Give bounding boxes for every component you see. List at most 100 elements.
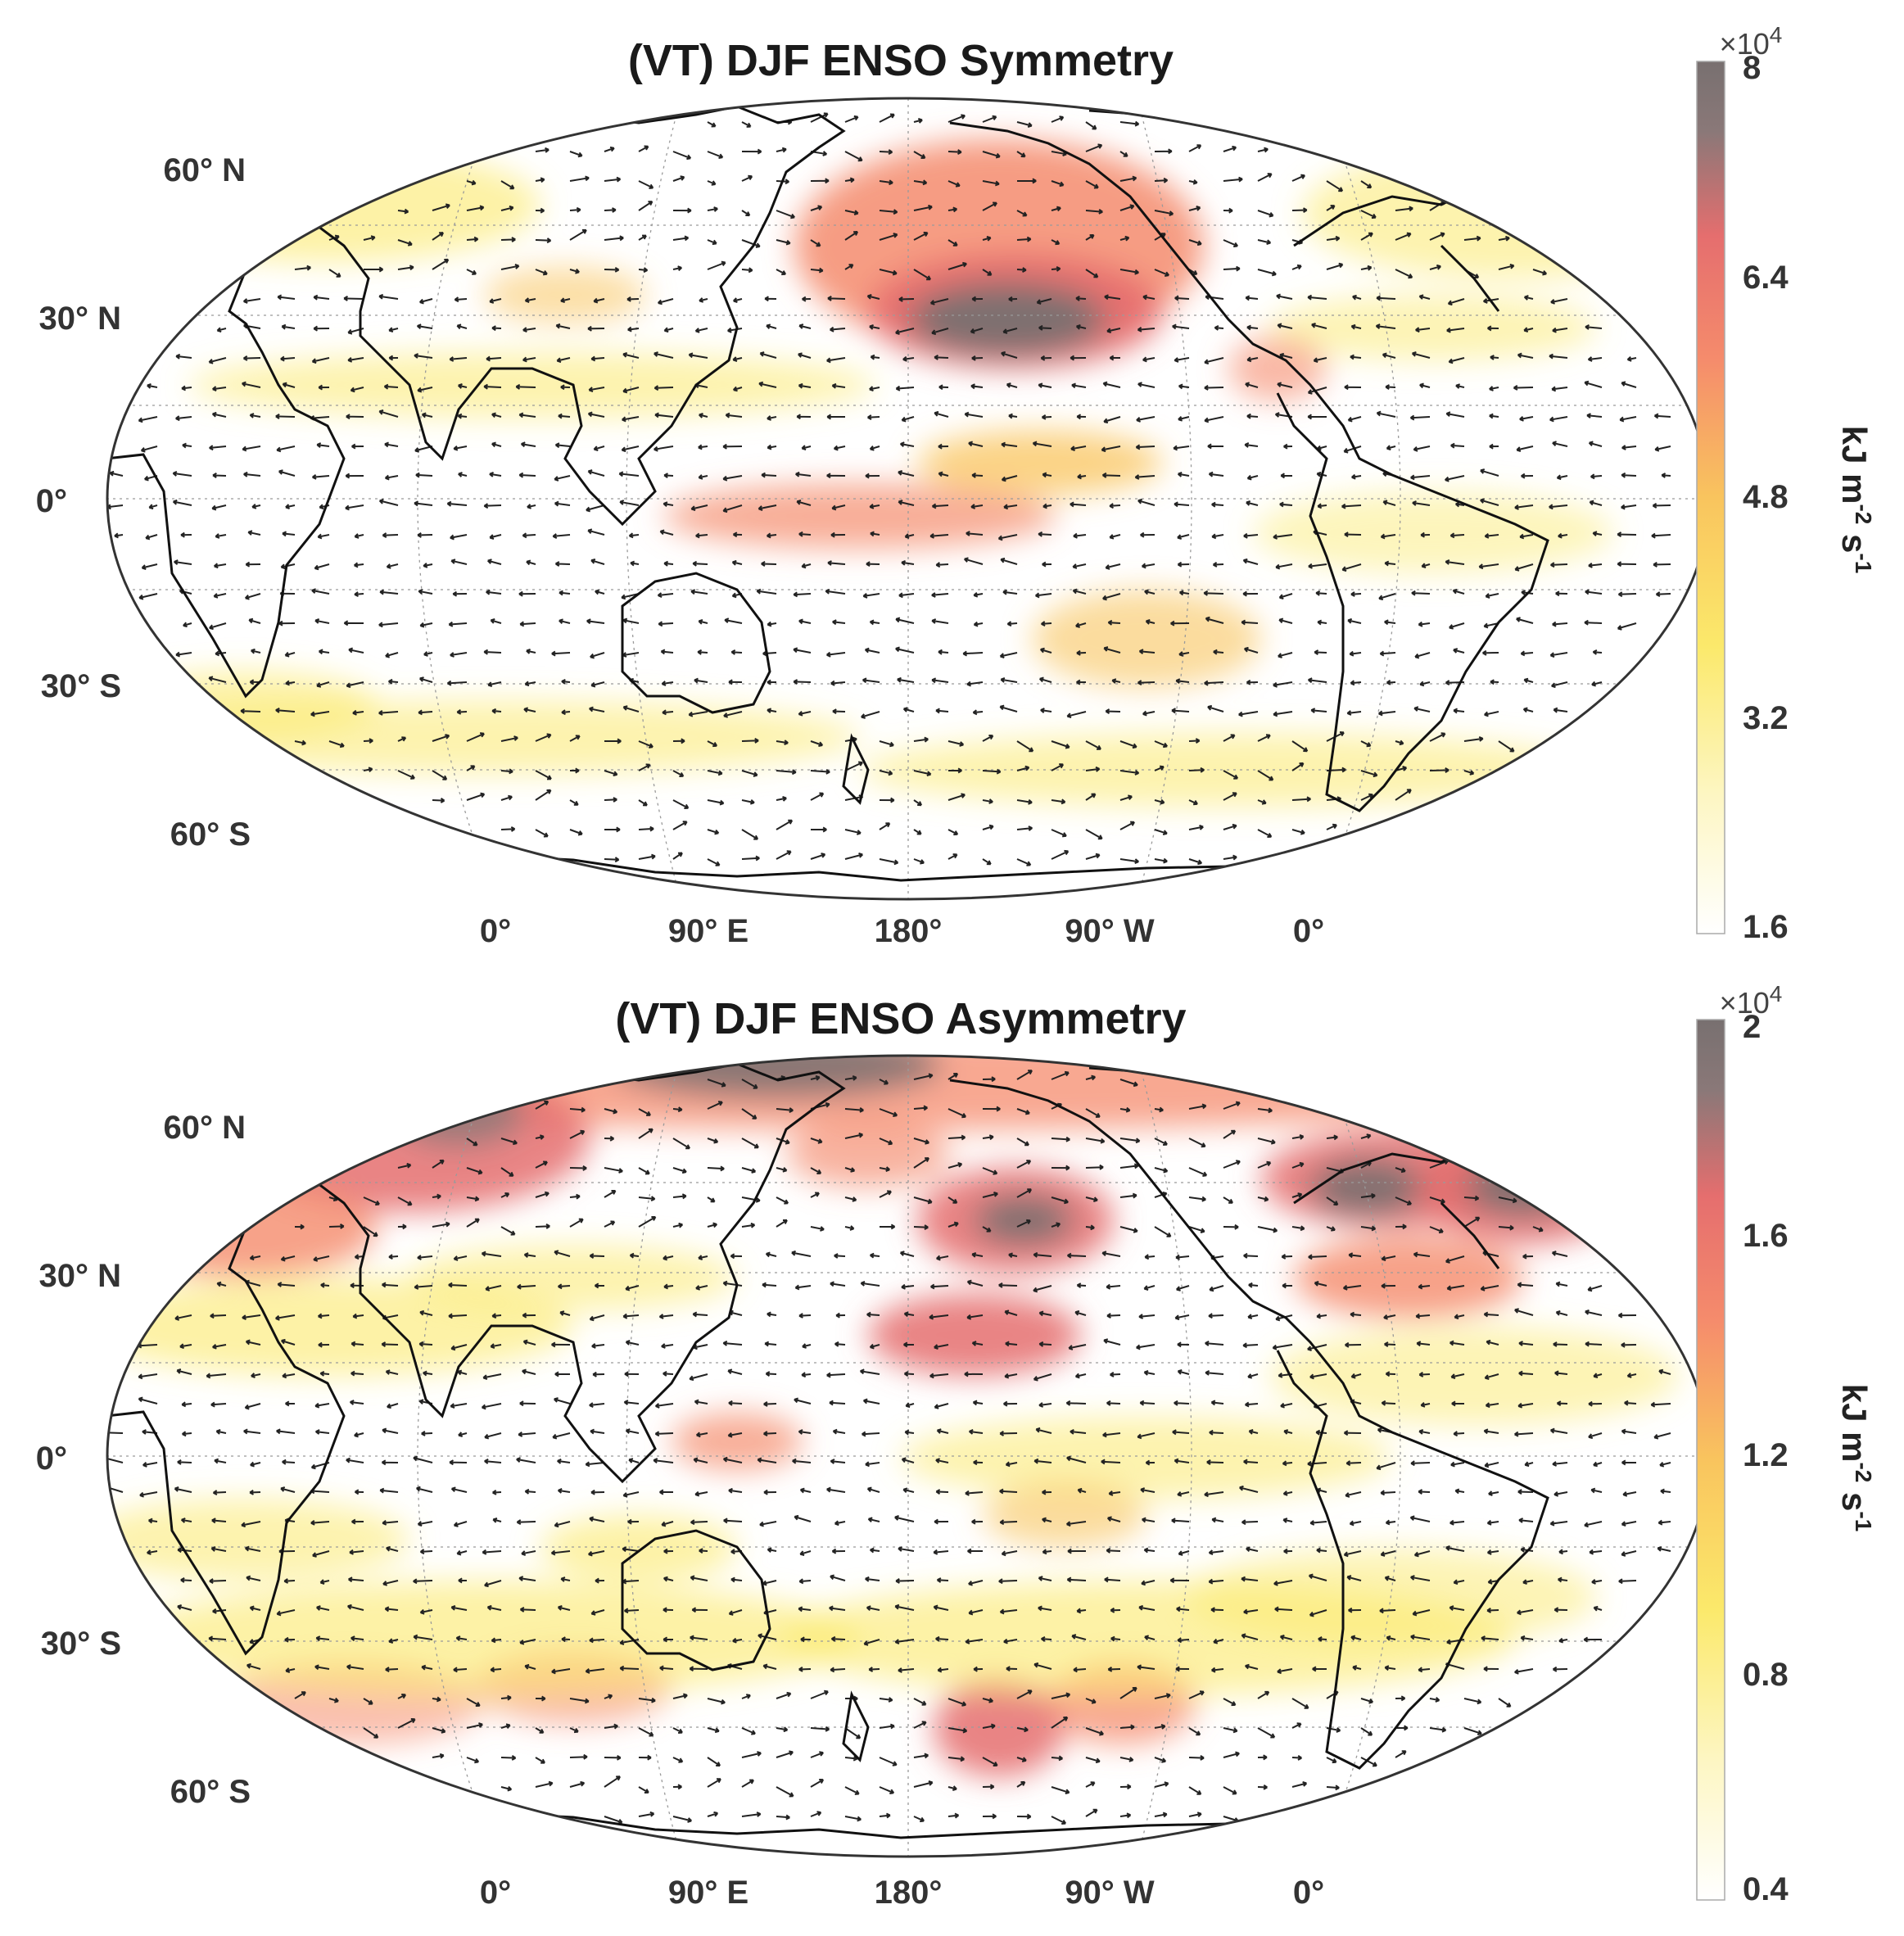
vector-arrow bbox=[346, 681, 364, 689]
vector-arrow bbox=[1077, 1487, 1087, 1494]
vector-arrow bbox=[1618, 1578, 1637, 1585]
vector-arrow bbox=[385, 1369, 399, 1375]
vector-arrow bbox=[1588, 1400, 1603, 1407]
vector-arrow bbox=[776, 1167, 788, 1173]
vector-arrow bbox=[524, 681, 536, 687]
vector-arrow bbox=[388, 678, 399, 685]
vector-arrow bbox=[1413, 706, 1431, 712]
vector-arrow bbox=[999, 1488, 1018, 1495]
vector-arrow bbox=[895, 617, 915, 624]
vector-arrow bbox=[844, 1225, 855, 1231]
vector-arrow bbox=[730, 649, 743, 655]
vector-arrow bbox=[484, 1580, 502, 1588]
vector-arrow bbox=[741, 738, 759, 744]
vector-arrow bbox=[654, 1431, 674, 1437]
vector-arrow bbox=[879, 1812, 891, 1819]
vector-arrow bbox=[588, 1550, 605, 1557]
vector-arrow bbox=[763, 1489, 777, 1495]
vector-arrow bbox=[363, 738, 373, 744]
vector-arrow bbox=[622, 705, 640, 712]
vector-arrow bbox=[1453, 708, 1465, 714]
vector-arrow bbox=[624, 1371, 640, 1377]
vector-arrow bbox=[1307, 1344, 1327, 1352]
vector-arrow bbox=[966, 531, 984, 536]
vector-arrow bbox=[810, 792, 825, 801]
vector-arrow bbox=[741, 239, 761, 248]
vector-arrow bbox=[1275, 563, 1293, 570]
vector-arrow bbox=[284, 1636, 296, 1643]
vector-arrow bbox=[1016, 121, 1033, 128]
vector-arrow bbox=[1154, 857, 1168, 864]
vector-arrow bbox=[294, 740, 306, 746]
vector-arrow bbox=[899, 441, 915, 448]
vector-arrow bbox=[1033, 1285, 1052, 1293]
vector-arrow bbox=[825, 588, 846, 595]
vector-arrow bbox=[1223, 265, 1241, 272]
vector-arrow bbox=[432, 1193, 441, 1200]
vector-arrow bbox=[1524, 1461, 1534, 1468]
vector-arrow bbox=[489, 471, 502, 477]
vector-arrow bbox=[1243, 1252, 1259, 1259]
vector-arrow bbox=[1360, 232, 1373, 241]
vector-arrow bbox=[1345, 1491, 1362, 1498]
vector-arrow bbox=[931, 677, 949, 684]
vector-arrow bbox=[182, 442, 192, 449]
vector-arrow bbox=[764, 296, 777, 302]
vector-arrow bbox=[346, 1604, 364, 1611]
vector-arrow bbox=[1204, 1491, 1224, 1498]
vector-arrow bbox=[569, 1780, 586, 1788]
vector-arrow bbox=[1039, 647, 1052, 654]
vector-arrow bbox=[1349, 650, 1362, 657]
vector-arrow bbox=[1360, 1727, 1373, 1736]
vector-arrow bbox=[879, 822, 891, 830]
lon-label-90w: 90° W bbox=[1065, 913, 1155, 949]
vector-arrow bbox=[454, 296, 468, 303]
vector-arrow bbox=[1119, 1192, 1137, 1199]
vector-arrow bbox=[466, 1757, 480, 1764]
vector-arrow bbox=[692, 560, 708, 567]
vector-arrow bbox=[1291, 1225, 1305, 1232]
vector-arrow bbox=[982, 269, 993, 276]
vector-arrow bbox=[672, 1193, 687, 1200]
vector-arrow bbox=[741, 1694, 751, 1699]
vector-arrow bbox=[275, 414, 296, 419]
vector-arrow bbox=[1653, 561, 1671, 568]
vector-arrow bbox=[314, 618, 330, 624]
vector-arrow bbox=[432, 1159, 445, 1169]
vector-arrow bbox=[1119, 858, 1139, 865]
vector-arrow bbox=[1209, 1285, 1224, 1292]
vector-arrow bbox=[280, 1486, 296, 1493]
vector-arrow bbox=[535, 1727, 545, 1734]
vector-arrow bbox=[929, 1314, 949, 1320]
vector-arrow bbox=[895, 646, 915, 654]
vector-arrow bbox=[1038, 1576, 1052, 1581]
vector-arrow bbox=[315, 1635, 330, 1642]
vector-arrow bbox=[432, 258, 450, 270]
vector-arrow bbox=[417, 387, 433, 393]
vector-arrow bbox=[707, 1727, 720, 1734]
vector-arrow bbox=[432, 1753, 445, 1759]
vector-arrow bbox=[1587, 356, 1603, 362]
vector-arrow bbox=[418, 589, 433, 595]
vector-arrow bbox=[213, 563, 227, 569]
vector-arrow bbox=[966, 1314, 984, 1320]
vector-arrow bbox=[180, 531, 192, 538]
vector-arrow bbox=[1040, 708, 1052, 713]
vector-arrow bbox=[1588, 1432, 1603, 1440]
vector-arrow bbox=[1175, 1285, 1190, 1291]
vector-arrow bbox=[862, 593, 880, 599]
vector-arrow bbox=[284, 651, 296, 658]
vector-arrow bbox=[622, 1491, 640, 1498]
vector-arrow bbox=[741, 798, 755, 805]
vector-arrow bbox=[999, 1430, 1018, 1436]
vector-arrow bbox=[251, 648, 261, 654]
vector-arrow bbox=[982, 1813, 997, 1820]
vector-arrow bbox=[560, 297, 571, 304]
vector-arrow bbox=[281, 323, 296, 330]
vector-arrow bbox=[694, 1490, 708, 1497]
vector-arrow bbox=[1223, 145, 1237, 152]
graticule bbox=[107, 98, 1709, 899]
vector-arrow bbox=[1376, 295, 1396, 301]
vector-arrow bbox=[589, 1314, 605, 1322]
vector-arrow bbox=[518, 1576, 536, 1581]
